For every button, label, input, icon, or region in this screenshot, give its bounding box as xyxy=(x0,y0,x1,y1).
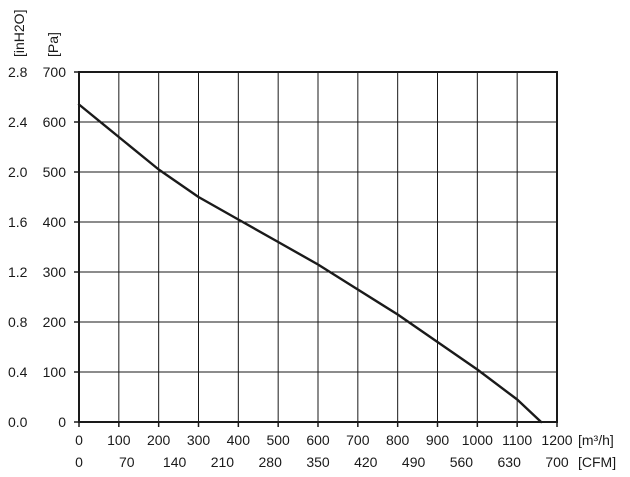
y-tick-label: 100 xyxy=(43,364,67,380)
y-axis-label-secondary: [inH2O] xyxy=(11,10,27,57)
y-axis-label-primary: [Pa] xyxy=(45,32,61,57)
y-tick-label: 600 xyxy=(43,114,67,130)
series-line xyxy=(77,103,543,424)
y-tick-label: 200 xyxy=(43,314,67,330)
series-group xyxy=(77,103,543,424)
x2-tick-label: 560 xyxy=(450,454,474,470)
x2-tick-label: 0 xyxy=(75,454,83,470)
y-tick-label: 400 xyxy=(43,214,67,230)
x-tick-label: 900 xyxy=(426,432,450,448)
x-tick-label: 400 xyxy=(227,432,251,448)
x2-tick-label: 350 xyxy=(306,454,330,470)
x-tick-label: 600 xyxy=(306,432,330,448)
x2-tick-label: 700 xyxy=(545,454,569,470)
y2-tick-label: 0.8 xyxy=(8,314,28,330)
y-tick-label: 700 xyxy=(43,64,67,80)
x-axis-label-secondary: [CFM] xyxy=(578,454,616,470)
x-axis-label-primary: [m³/h] xyxy=(578,432,614,448)
x2-tick-label: 280 xyxy=(259,454,283,470)
y2-tick-label: 0.0 xyxy=(8,414,28,430)
x-tick-label: 1000 xyxy=(462,432,493,448)
y2-tick-label: 1.6 xyxy=(8,214,28,230)
x2-tick-label: 210 xyxy=(211,454,235,470)
x-tick-label: 1100 xyxy=(502,432,532,448)
y-axis-secondary: 0.0 0.4 0.8 1.2 1.6 2.0 2.4 2.8 xyxy=(8,64,28,430)
x-tick-label: 500 xyxy=(266,432,290,448)
y2-tick-label: 2.0 xyxy=(8,164,28,180)
y-tick-label: 0 xyxy=(58,414,66,430)
x2-tick-label: 490 xyxy=(402,454,426,470)
x-tick-label: 0 xyxy=(75,432,83,448)
y-axis-primary: 0 100 200 300 400 500 600 700 xyxy=(43,64,79,430)
x2-tick-label: 420 xyxy=(354,454,378,470)
y-tick-label: 500 xyxy=(43,164,67,180)
x-tick-label: 700 xyxy=(346,432,370,448)
x-tick-label: 300 xyxy=(187,432,211,448)
x2-tick-label: 70 xyxy=(119,454,135,470)
x2-tick-label: 630 xyxy=(498,454,522,470)
y-tick-label: 300 xyxy=(43,264,67,280)
grid-lines xyxy=(78,71,558,423)
y2-tick-label: 0.4 xyxy=(8,364,28,380)
x-axis-secondary: 0 70 140 210 280 350 420 490 560 630 700 xyxy=(75,454,569,470)
x2-tick-label: 140 xyxy=(163,454,187,470)
x-tick-label: 200 xyxy=(147,432,171,448)
y2-tick-label: 2.8 xyxy=(8,64,28,80)
x-tick-label: 800 xyxy=(386,432,410,448)
x-axis-primary: 0 100 200 300 400 500 600 700 800 900 1000 1100 1200 xyxy=(75,422,573,448)
y2-tick-label: 1.2 xyxy=(8,264,28,280)
x-tick-label: 1200 xyxy=(541,432,572,448)
y2-tick-label: 2.4 xyxy=(8,114,28,130)
x-tick-label: 100 xyxy=(107,432,131,448)
